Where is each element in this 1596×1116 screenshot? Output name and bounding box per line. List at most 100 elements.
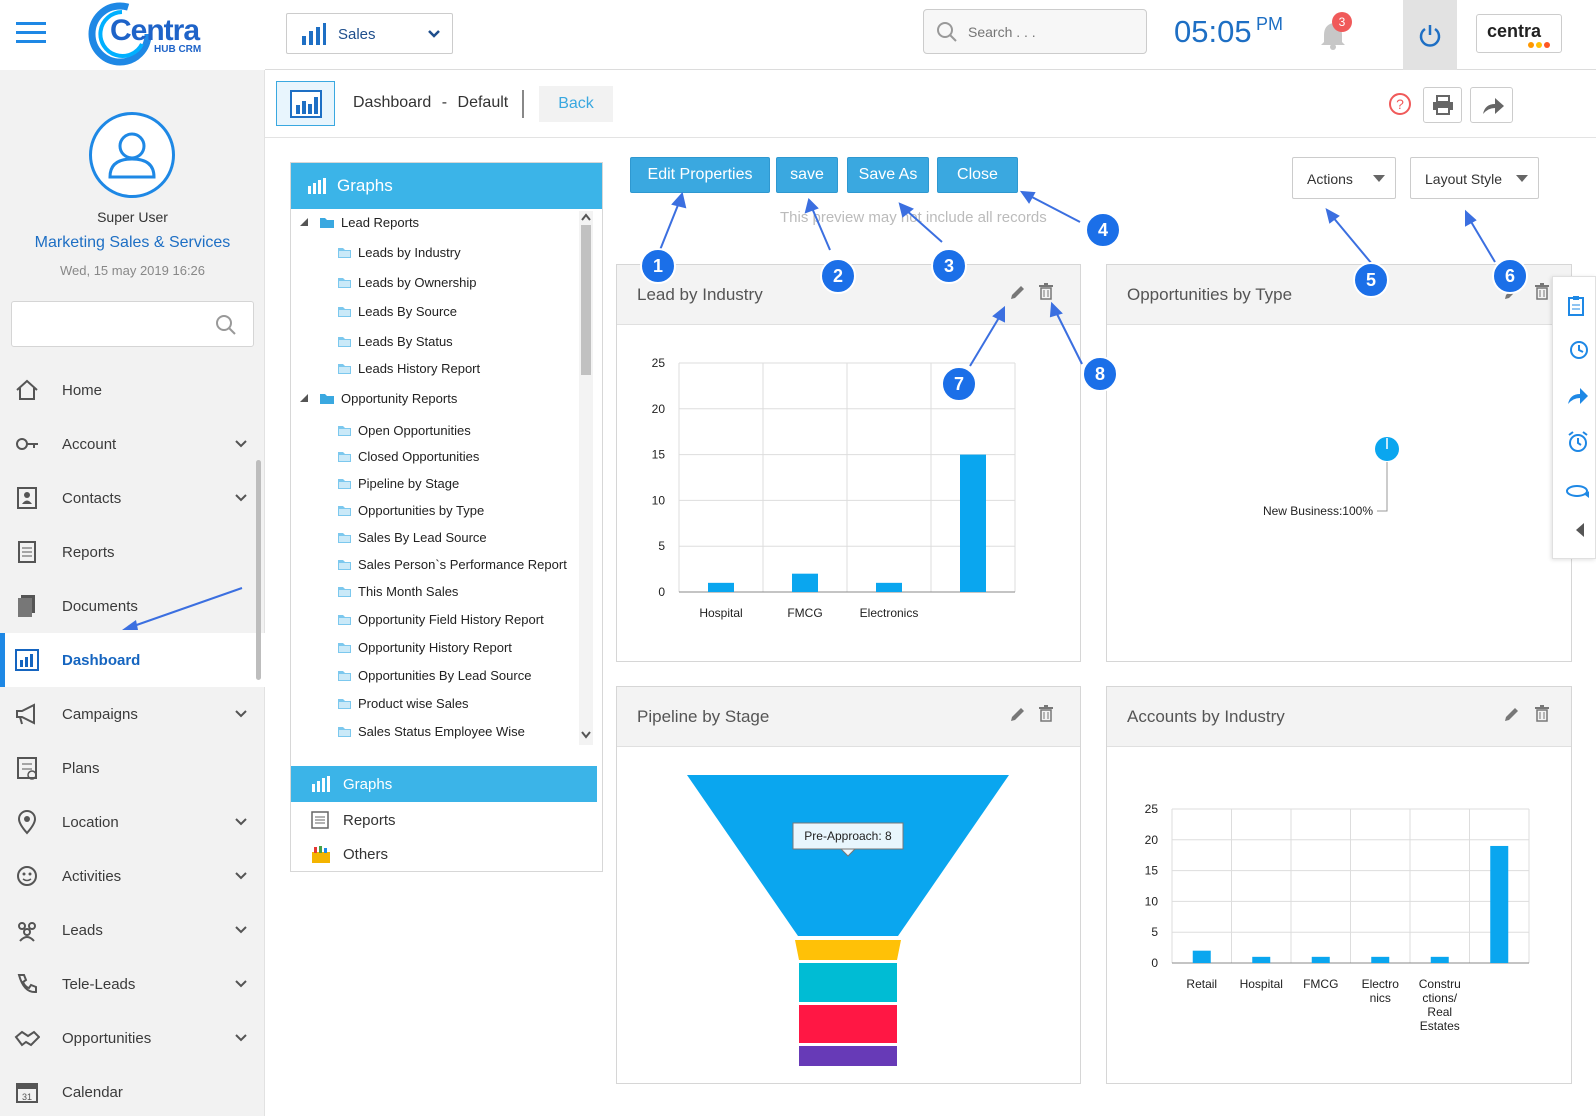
history-icon[interactable] <box>1567 339 1589 361</box>
tree-item[interactable]: Leads by Ownership <box>336 275 477 290</box>
funnel-stage-2[interactable] <box>795 940 901 960</box>
sidebar-item-calendar[interactable]: 31 Calendar <box>0 1065 265 1116</box>
trash-icon[interactable] <box>1535 283 1549 300</box>
sidebar-item-activities[interactable]: Activities <box>0 849 265 903</box>
sidebar-item-opportunities[interactable]: Opportunities <box>0 1011 265 1065</box>
tree-item[interactable]: Sales By Lead Source <box>336 530 487 545</box>
edit-icon[interactable] <box>1009 285 1025 301</box>
tree-scrollbar[interactable] <box>579 211 593 745</box>
tab-graphs[interactable]: Graphs <box>291 766 597 802</box>
trash-icon[interactable] <box>1039 283 1053 300</box>
collapse-left-icon[interactable] <box>1575 523 1585 537</box>
sidebar-item-dashboard[interactable]: Dashboard <box>0 633 265 687</box>
chevron-down-icon[interactable] <box>234 1032 248 1044</box>
actions-dropdown[interactable]: Actions <box>1292 157 1396 199</box>
tree-group[interactable]: Opportunity Reports <box>299 391 457 406</box>
chevron-down-icon[interactable] <box>234 870 248 882</box>
bar[interactable] <box>708 582 734 592</box>
avatar[interactable] <box>89 112 175 198</box>
bar[interactable] <box>960 454 986 592</box>
user-company: Marketing Sales & Services <box>34 234 231 251</box>
sidebar-item-tele-leads[interactable]: Tele-Leads <box>0 957 265 1011</box>
tree-item[interactable]: Closed Opportunities <box>336 449 479 464</box>
scroll-down-icon[interactable] <box>581 731 591 739</box>
tree-item[interactable]: Sales Person`s Performance Report <box>336 557 567 572</box>
bar[interactable] <box>1311 956 1330 963</box>
forward-icon[interactable] <box>1567 385 1589 407</box>
chevron-down-icon[interactable] <box>234 978 248 990</box>
collapse-caret-icon[interactable] <box>299 393 309 403</box>
sidebar-item-leads[interactable]: Leads <box>0 903 265 957</box>
edit-icon[interactable] <box>1009 707 1025 723</box>
tree-scrollbar-thumb[interactable] <box>581 225 591 375</box>
global-search[interactable] <box>923 9 1147 54</box>
tab-reports[interactable]: Reports <box>291 804 597 838</box>
tree-item[interactable]: This Month Sales <box>336 584 458 599</box>
edit-properties-button[interactable]: Edit Properties <box>630 157 770 193</box>
tree-item[interactable]: Opportunity Field History Report <box>336 612 544 627</box>
bar-chart-icon <box>308 178 326 194</box>
trash-icon[interactable] <box>1535 705 1549 722</box>
bar[interactable] <box>1371 956 1390 963</box>
share-button[interactable] <box>1470 87 1513 123</box>
trash-icon[interactable] <box>1039 705 1053 722</box>
bar[interactable] <box>1490 845 1509 963</box>
x-tick-label: Hospital <box>1240 977 1283 991</box>
tree-item[interactable]: Pipeline by Stage <box>336 476 459 491</box>
print-button[interactable] <box>1423 87 1462 123</box>
tree-item[interactable]: Leads by Industry <box>336 245 461 260</box>
sidebar-item-home[interactable]: Home <box>0 363 265 417</box>
power-button[interactable] <box>1403 0 1457 70</box>
funnel-stage-3[interactable] <box>799 963 897 1002</box>
back-button[interactable]: Back <box>539 86 613 122</box>
tree-item[interactable]: Opportunities by Type <box>336 503 484 518</box>
chevron-down-icon[interactable] <box>234 816 248 828</box>
tree-item[interactable]: Leads By Status <box>336 334 453 349</box>
sidebar-item-location[interactable]: Location <box>0 795 265 849</box>
close-button[interactable]: Close <box>937 157 1018 193</box>
scroll-up-icon[interactable] <box>581 213 591 221</box>
edit-icon[interactable] <box>1503 707 1519 723</box>
sidebar-item-reports[interactable]: Reports <box>0 525 265 579</box>
chevron-down-icon[interactable] <box>234 924 248 936</box>
sidebar-item-campaigns[interactable]: Campaigns <box>0 687 265 741</box>
tree-item[interactable]: Leads By Source <box>336 304 457 319</box>
save-as-button[interactable]: Save As <box>847 157 929 193</box>
tree-item[interactable]: Leads History Report <box>336 361 480 376</box>
bar[interactable] <box>1430 956 1449 963</box>
view-360-icon[interactable] <box>1565 481 1589 501</box>
funnel-stage-5[interactable] <box>799 1046 897 1066</box>
bar[interactable] <box>1252 956 1271 963</box>
help-icon[interactable]: ? <box>1388 92 1412 116</box>
tree-group[interactable]: Lead Reports <box>299 215 419 230</box>
tree-item[interactable]: Sales Status Employee Wise <box>336 724 525 739</box>
tab-others[interactable]: Others <box>291 838 597 872</box>
tree-item[interactable]: Product wise Sales <box>336 696 469 711</box>
sidebar-item-plans[interactable]: Plans <box>0 741 265 795</box>
chevron-down-icon[interactable] <box>234 708 248 720</box>
notifications[interactable]: 3 <box>1318 12 1358 52</box>
layout-style-dropdown[interactable]: Layout Style <box>1410 157 1539 199</box>
funnel-stage-4[interactable] <box>799 1005 897 1043</box>
bar[interactable] <box>876 582 902 592</box>
collapse-caret-icon[interactable] <box>299 217 309 227</box>
sidebar-scrollbar[interactable] <box>256 460 261 680</box>
clipboard-icon[interactable] <box>1567 295 1587 317</box>
chevron-down-icon[interactable] <box>234 492 248 504</box>
save-button[interactable]: save <box>776 157 838 193</box>
module-select[interactable]: Sales <box>286 13 453 54</box>
global-search-input[interactable] <box>968 21 1138 43</box>
tree-item[interactable]: Opportunity History Report <box>336 640 512 655</box>
dashboard-home-button[interactable] <box>276 81 335 126</box>
sidebar-item-documents[interactable]: Documents <box>0 579 265 633</box>
menu-icon[interactable] <box>16 20 46 44</box>
alarm-icon[interactable] <box>1567 431 1589 453</box>
sidebar-item-account[interactable]: Account <box>0 417 265 471</box>
bar[interactable] <box>792 573 818 592</box>
sidebar-search-input[interactable] <box>11 301 254 347</box>
bar[interactable] <box>1192 950 1211 963</box>
tree-item[interactable]: Opportunities By Lead Source <box>336 668 531 683</box>
chevron-down-icon[interactable] <box>234 438 248 450</box>
sidebar-item-contacts[interactable]: Contacts <box>0 471 265 525</box>
tree-item[interactable]: Open Opportunities <box>336 423 471 438</box>
